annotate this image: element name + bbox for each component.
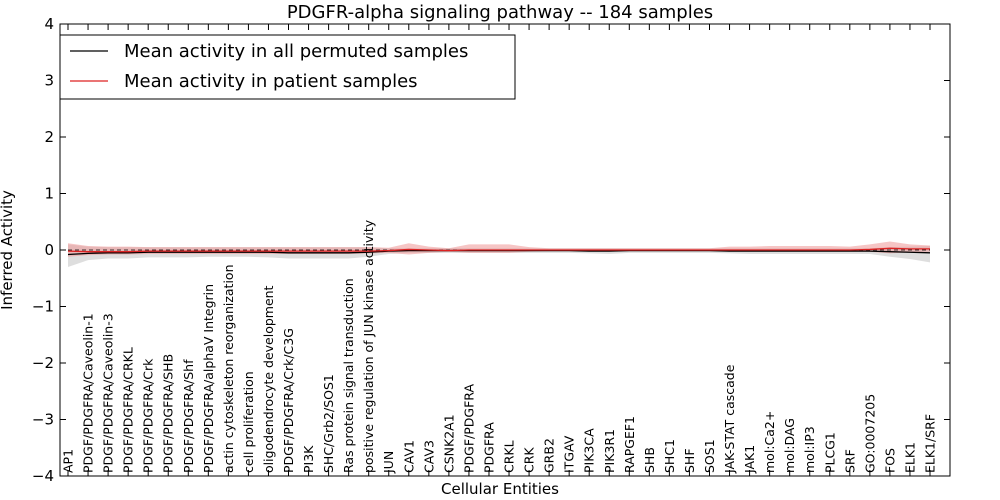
y-tick-label: 3 [44, 72, 54, 90]
y-tick-label: 4 [44, 15, 54, 33]
x-tick-label: PDGF/PDGFRA/Crk [141, 358, 156, 473]
x-tick-label: mol:IP3 [802, 426, 817, 473]
x-tick-label: CAV3 [421, 440, 436, 473]
legend-box [59, 34, 516, 100]
series-lines [67, 247, 931, 256]
x-tick-label: SHC1 [662, 439, 677, 473]
x-tick-label: ITGAV [562, 435, 577, 473]
x-tick-label: PIK3R1 [602, 429, 617, 473]
x-tick-label: PDGF/PDGFRA/CRKL [121, 347, 136, 473]
x-tick-label: SRF [842, 449, 857, 473]
x-tick-label: SHF [682, 448, 697, 473]
x-tick-label: PDGF/PDGFRA/Shf [181, 359, 196, 473]
x-tick-label: Ras protein signal transduction [341, 278, 356, 473]
x-tick-label: oligodendrocyte development [261, 285, 276, 473]
x-tick-label: JUN [381, 451, 396, 474]
x-tick-labels: AP1 PDGF/PDGFRA/Caveolin-1 PDGF/PDGFRA/Cav… [61, 24, 938, 476]
x-tick-label: PLCG1 [822, 432, 837, 473]
x-axis-label: Cellular Entities [441, 480, 559, 498]
x-tick-label: GO:0007205 [862, 394, 877, 473]
y-tick-label: −3 [32, 411, 54, 429]
x-tick-label: actin cytoskeleton reorganization [221, 264, 236, 473]
x-tick-label: AP1 [61, 449, 76, 473]
y-axis: 4 3 2 1 0 −1 −2 −3 −4 [32, 15, 950, 485]
y-tick-label: 2 [44, 128, 54, 146]
legend: Mean activity in all permuted samples Mea… [59, 34, 516, 100]
x-tick-label: mol:Ca2+ [762, 411, 777, 473]
x-tick-label: CRK [522, 447, 537, 473]
x-tick-label: JAK-STAT cascade [722, 364, 737, 474]
x-tick-label: PIK3CA [582, 428, 597, 473]
y-tick-label: −2 [32, 354, 54, 372]
x-tick-label: PDGFRA [481, 422, 496, 473]
y-tick-label: 1 [44, 185, 54, 203]
x-tick-label: PDGF/PDGFRA/Caveolin-3 [101, 313, 116, 473]
x-tick-label: FOS [882, 448, 897, 473]
y-tick-label: 0 [44, 241, 54, 259]
x-tick-label: CSNK2A1 [441, 414, 456, 473]
chart-title: PDGFR-alpha signaling pathway -- 184 sam… [287, 2, 713, 23]
plot-frame [59, 23, 951, 477]
x-tick-label: RAPGEF1 [622, 416, 637, 473]
x-tick-label: mol:DAG [782, 418, 797, 473]
x-tick-label: SOS1 [702, 439, 717, 473]
x-tick-label: PDGF/PDGFRA [461, 384, 476, 473]
x-tick-label: PDGF/PDGFRA/alphaV Integrin [201, 284, 216, 473]
x-tick-label: PDGF/PDGFRA/SHB [161, 354, 176, 473]
x-tick-label: PI3K [301, 445, 316, 473]
x-tick-label: ELK1/SRF [923, 414, 938, 473]
x-tick-label: CRKL [502, 440, 517, 473]
x-tick-label: JAK1 [742, 445, 757, 474]
y-tick-label: −4 [32, 467, 54, 485]
y-axis-label: Inferred Activity [0, 190, 16, 310]
x-tick-label: PDGF/PDGFRA/Caveolin-1 [81, 313, 96, 473]
x-tick-label: CAV1 [401, 440, 416, 473]
x-tick-label: positive regulation of JUN kinase activi… [361, 219, 376, 473]
series-line-1 [67, 247, 930, 253]
y-tick-label: −1 [32, 298, 54, 316]
legend-label-0: Mean activity in all permuted samples [124, 41, 468, 62]
x-tick-label: GRB2 [542, 438, 557, 473]
x-tick-label: cell proliferation [241, 371, 256, 473]
x-tick-label: SHC/Grb2/SOS1 [321, 374, 336, 473]
x-tick-label: SHB [642, 447, 657, 473]
x-tick-label: PDGF/PDGFRA/Crk/C3G [281, 328, 296, 473]
legend-label-1: Mean activity in patient samples [124, 71, 418, 92]
x-tick-label: ELK1 [902, 442, 917, 473]
